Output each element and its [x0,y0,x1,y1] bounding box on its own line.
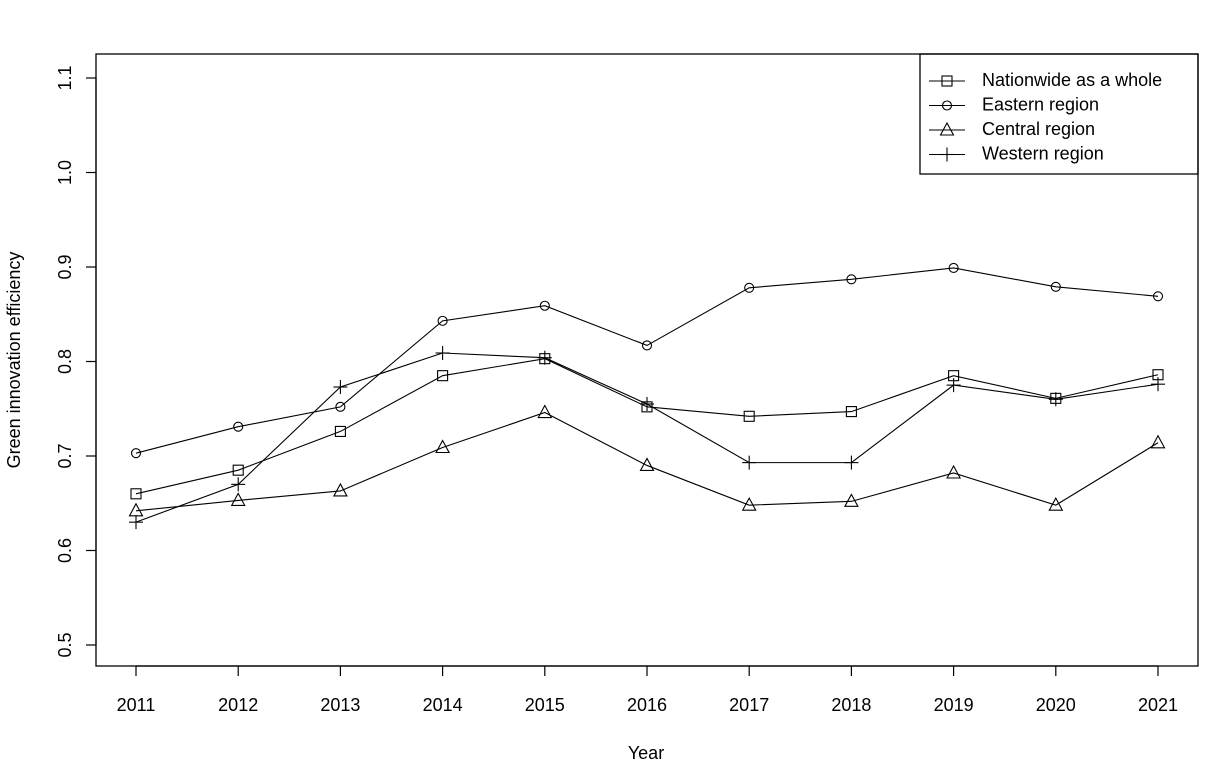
x-tick-label: 2016 [627,695,667,715]
legend-entry: Eastern region [929,94,1099,114]
y-axis: 0.5 0.6 0.7 0.8 0.9 1.0 1.1 [55,65,97,658]
series-square [130,353,1164,500]
data-point [537,404,553,419]
y-tick-label: 0.5 [55,632,75,657]
legend-marker [940,147,954,162]
data-point [641,340,653,351]
data-point [332,482,348,497]
data-point [844,455,859,470]
series-line [135,352,1159,523]
series-line [135,358,1159,495]
x-tick-label: 2017 [729,695,769,715]
x-tick-label: 2015 [525,695,565,715]
x-tick-label: 2011 [117,695,156,715]
data-point [846,274,857,285]
x-tick-label: 2018 [831,695,871,715]
y-tick-label: 1.1 [55,65,75,90]
legend-entry: Nationwide as a whole [929,70,1162,90]
series-circle [130,262,1164,459]
data-point [1152,291,1164,302]
data-point [233,421,244,432]
legend-label: Eastern region [982,94,1099,114]
data-point [129,515,143,530]
x-tick-label: 2021 [1138,695,1178,715]
series-triangle [128,404,1166,517]
data-point [1050,281,1061,292]
data-point [435,345,450,360]
x-axis: 2011 2012 2013 2014 2015 2016 2017 2018 2019 2020… [117,665,1178,715]
legend-label: Central region [982,119,1095,139]
series-line [135,411,1159,512]
data-point [539,300,550,311]
series-line [135,267,1159,454]
legend-entry: Western region [929,143,1104,163]
y-axis-title: Green innovation efficiency [4,252,24,469]
data-point [435,439,451,454]
data-point [1150,434,1166,449]
y-tick-label: 0.8 [55,349,75,374]
data-point [130,448,142,459]
y-tick-label: 1.0 [55,160,75,185]
data-point [537,350,552,365]
data-point [333,380,348,395]
series-plus [129,345,1165,530]
data-point [1151,377,1165,392]
data-point [946,464,962,479]
data-point [743,410,755,422]
legend-entry: Central region [929,119,1095,139]
data-point [843,493,859,507]
x-tick-label: 2019 [934,695,974,715]
data-point [741,496,757,511]
legend-marker [941,100,953,111]
y-tick-label: 0.6 [55,538,75,563]
data-point [845,406,857,418]
data-point [1048,392,1063,407]
x-tick-label: 2013 [320,695,360,715]
x-axis-title: Year [628,743,664,763]
data-point [948,262,959,273]
legend-label: Western region [982,143,1104,163]
data-point [232,464,244,476]
x-tick-label: 2012 [218,695,258,715]
data-point [230,492,246,506]
data-point [335,401,346,412]
data-point [437,370,449,382]
legend-marker [939,121,955,136]
legend-box [919,53,1199,175]
legend-marker [941,75,953,87]
data-point [946,378,961,393]
data-point [231,477,246,492]
x-tick-label: 2020 [1036,695,1076,715]
legend-label: Nationwide as a whole [982,70,1162,90]
x-tick-label: 2014 [423,695,463,715]
data-point [742,455,757,470]
data-point [130,488,142,500]
data-point [1048,496,1064,511]
data-point [744,282,755,293]
data-point [640,397,654,412]
y-tick-label: 0.9 [55,254,75,279]
data-point [639,457,655,472]
series-group [128,262,1166,530]
legend: Nationwide as a whole Eastern region Centr… [919,53,1199,175]
data-point [334,425,346,437]
y-tick-label: 0.7 [55,443,75,468]
data-point [437,315,448,326]
